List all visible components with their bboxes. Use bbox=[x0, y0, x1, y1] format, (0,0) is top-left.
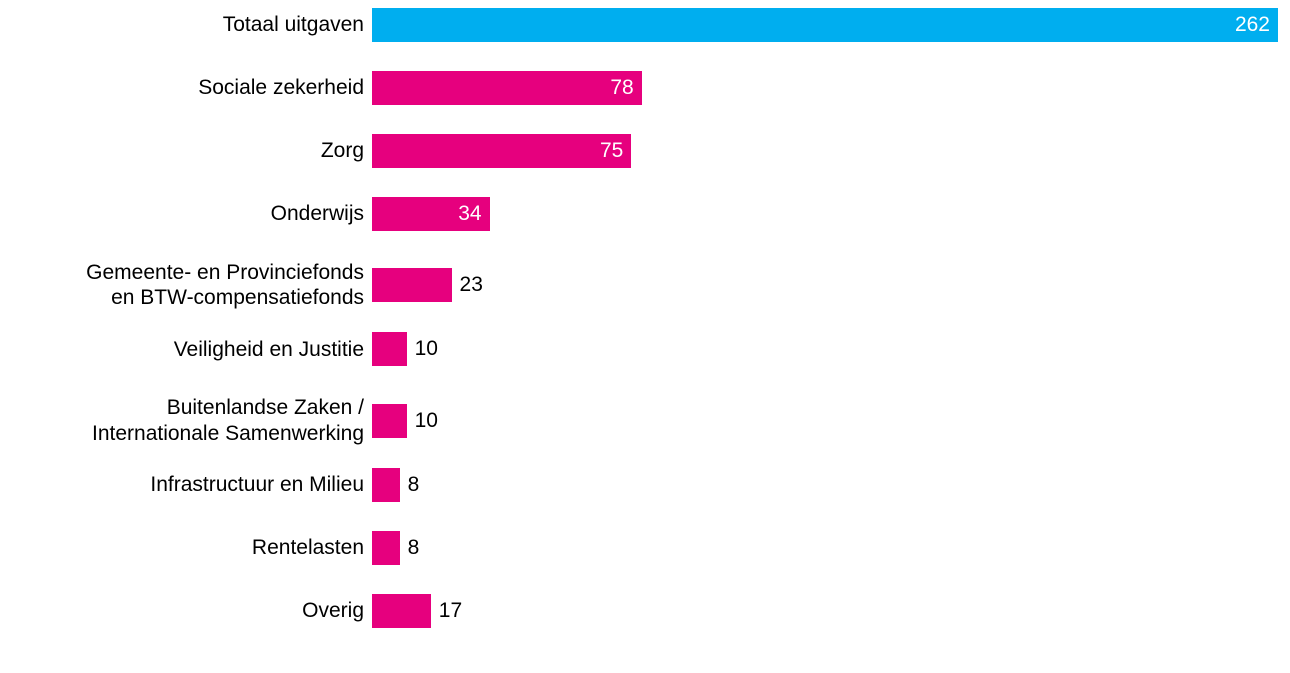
bar-row: Rentelasten 8 bbox=[0, 531, 1290, 565]
bar-value: 10 bbox=[415, 337, 438, 361]
bar-label: Rentelasten bbox=[0, 535, 372, 560]
bar-label: Buitenlandse Zaken /Internationale Samen… bbox=[0, 395, 372, 445]
bar-wrapper: 8 bbox=[372, 531, 1290, 565]
bar-wrapper: 78 bbox=[372, 71, 1290, 105]
bar-value: 17 bbox=[439, 599, 462, 623]
bar bbox=[372, 594, 431, 628]
bar-label: Infrastructuur en Milieu bbox=[0, 472, 372, 497]
bar-wrapper: 10 bbox=[372, 404, 1290, 438]
bar-value: 262 bbox=[1235, 13, 1270, 37]
bar: 78 bbox=[372, 71, 642, 105]
bar bbox=[372, 468, 400, 502]
bar-value: 10 bbox=[415, 409, 438, 433]
bar bbox=[372, 404, 407, 438]
bar-row: Sociale zekerheid 78 bbox=[0, 71, 1290, 105]
bar-row: Buitenlandse Zaken /Internationale Samen… bbox=[0, 395, 1290, 445]
bar-value: 78 bbox=[610, 76, 633, 100]
expenditure-bar-chart: Totaal uitgaven 262 Sociale zekerheid 78 Zor… bbox=[0, 8, 1290, 665]
bar-value: 75 bbox=[600, 139, 623, 163]
bar-label: Overig bbox=[0, 598, 372, 623]
bar-label: Gemeente- en Provinciefondsen BTW-compen… bbox=[0, 260, 372, 310]
bar-label: Zorg bbox=[0, 138, 372, 163]
bar-row: Veiligheid en Justitie 10 bbox=[0, 332, 1290, 366]
bar-row: Zorg 75 bbox=[0, 134, 1290, 168]
bar: 262 bbox=[372, 8, 1278, 42]
bar-row: Onderwijs 34 bbox=[0, 197, 1290, 231]
bar-wrapper: 262 bbox=[372, 8, 1290, 42]
bar-wrapper: 8 bbox=[372, 468, 1290, 502]
bar bbox=[372, 268, 452, 302]
bar-row: Totaal uitgaven 262 bbox=[0, 8, 1290, 42]
bar-value: 34 bbox=[458, 202, 481, 226]
bar-wrapper: 34 bbox=[372, 197, 1290, 231]
bar-wrapper: 17 bbox=[372, 594, 1290, 628]
bar bbox=[372, 332, 407, 366]
bar-wrapper: 75 bbox=[372, 134, 1290, 168]
bar-label: Onderwijs bbox=[0, 201, 372, 226]
bar-wrapper: 10 bbox=[372, 332, 1290, 366]
bar-row: Gemeente- en Provinciefondsen BTW-compen… bbox=[0, 260, 1290, 310]
bar-value: 8 bbox=[408, 473, 420, 497]
bar-row: Infrastructuur en Milieu 8 bbox=[0, 468, 1290, 502]
bar-value: 23 bbox=[460, 273, 483, 297]
bar-value: 8 bbox=[408, 536, 420, 560]
bar-label: Totaal uitgaven bbox=[0, 12, 372, 37]
bar: 34 bbox=[372, 197, 490, 231]
bar-label: Veiligheid en Justitie bbox=[0, 337, 372, 362]
bar bbox=[372, 531, 400, 565]
bar-wrapper: 23 bbox=[372, 268, 1290, 302]
bar-label: Sociale zekerheid bbox=[0, 75, 372, 100]
bar-row: Overig 17 bbox=[0, 594, 1290, 628]
bar: 75 bbox=[372, 134, 631, 168]
